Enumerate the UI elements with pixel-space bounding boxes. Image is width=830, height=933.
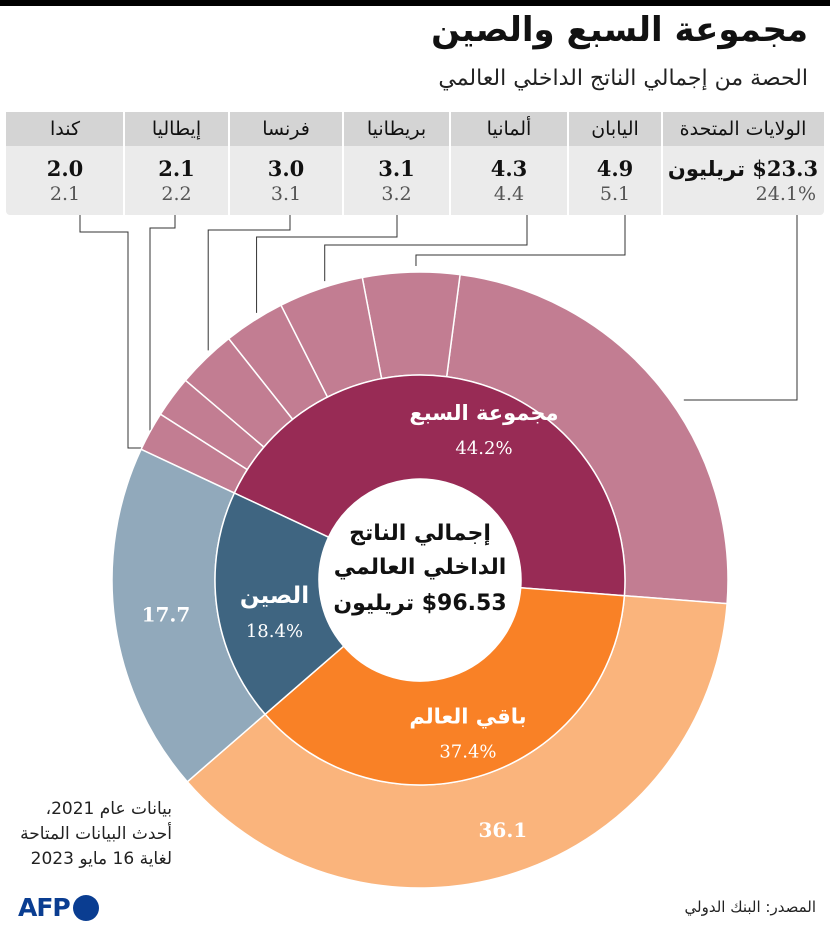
leader-line [324,215,528,282]
column-divider [342,112,344,215]
table-pct: 4.4 [493,183,525,205]
source-note: المصدر: البنك الدولي [684,898,816,916]
center-hole [319,479,521,681]
table-value: 4.9 [596,156,634,181]
table-col-france: فرنسا 3.0 3.1 [229,112,343,215]
column-divider [567,112,569,215]
table-header: ألمانيا [450,112,568,146]
table-pct: 2.1 [49,183,81,205]
leader-line [79,215,147,449]
outer-ring [111,271,729,889]
leader-line [256,215,398,313]
table-pct: 2.2 [161,183,192,205]
column-divider [123,112,125,215]
table-col-usa: الولايات المتحدة $23.3 تريليون 24.1% [662,112,824,215]
inner-label: الصين [240,583,309,609]
country-table: الولايات المتحدة $23.3 تريليون 24.1% الي… [6,112,824,215]
table-header: إيطاليا [124,112,229,146]
table-header: فرنسا [229,112,343,146]
table-pct: 5.1 [599,183,631,205]
inner-pct: 37.4% [439,741,496,762]
table-col-germany: ألمانيا 4.3 4.4 [450,112,568,215]
outer-value: 36.1 [479,818,528,842]
leader-line [683,215,798,401]
table-value: 3.1 [378,156,415,181]
table-col-italy: إيطاليا 2.1 2.2 [124,112,229,215]
table-pct: 3.1 [270,183,302,205]
table-col-japan: اليابان 4.9 5.1 [568,112,662,215]
data-note: بيانات عام 2021، أحدث البيانات المتاحة ل… [12,797,172,872]
top-rule [0,0,830,6]
afp-logo-text: AFP [18,893,71,922]
center-label: إجمالي الناتج [349,521,491,546]
center-label: الداخلي العالمي [334,555,507,580]
leader-line [207,215,291,351]
column-divider [449,112,451,215]
table-pct: 3.2 [381,183,412,205]
table-value: $23.3 تريليون [662,156,824,181]
inner-pct: 18.4% [246,621,303,642]
chart-subtitle: الحصة من إجمالي الناتج الداخلي العالمي [438,66,808,91]
note-line: بيانات عام 2021، [45,799,172,819]
table-col-uk: بريطانيا 3.1 3.2 [343,112,450,215]
afp-logo: AFP [18,893,99,922]
table-header: الولايات المتحدة [662,112,824,146]
us-unit: تريليون [667,157,745,181]
us-prefix: $ [752,156,767,181]
column-divider [661,112,663,215]
table-value: 2.1 [158,156,195,181]
note-line: أحدث البيانات المتاحة [20,824,172,844]
table-value: 3.0 [267,156,305,181]
inner-label: باقي العالم [409,704,526,728]
table-header: بريطانيا [343,112,450,146]
chart-labels: مجموعة السبع 44.2% باقي العالم 37.4% الصين 18… [142,401,559,842]
table-pct: 24.1% [755,183,816,205]
us-value: 23.3 [766,156,819,181]
chart-title: مجموعة السبع والصين [431,10,808,50]
outer-value: 17.7 [142,602,191,626]
table-header: كندا [6,112,124,146]
inner-label: مجموعة السبع [409,401,558,425]
table-header: اليابان [568,112,662,146]
table-value: 2.0 [46,156,84,181]
table-value: 4.3 [490,156,528,181]
leader-lines [79,215,798,449]
afp-logo-dot [72,894,99,921]
leader-line [415,215,626,267]
table-col-canada: كندا 2.0 2.1 [6,112,124,215]
center-total: $96.53 تريليون [333,591,506,616]
inner-pct: 44.2% [455,438,512,459]
inner-ring [214,374,626,786]
note-line: لغاية 16 مايو 2023 [30,849,172,869]
column-divider [228,112,230,215]
